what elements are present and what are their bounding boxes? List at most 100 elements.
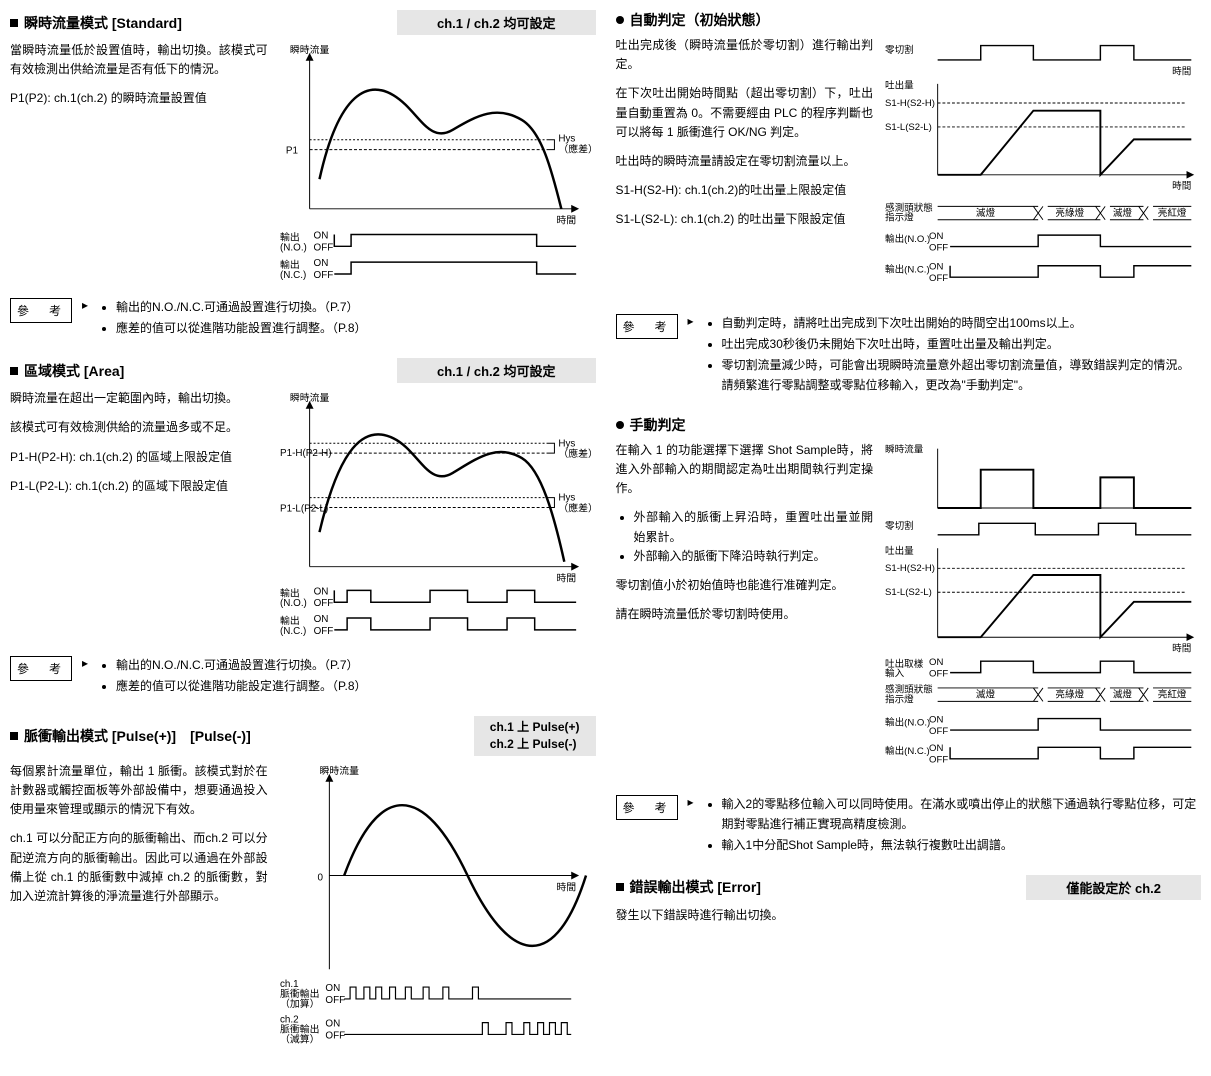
svg-text:(N.C.): (N.C.) bbox=[280, 626, 306, 637]
title-standard: 瞬時流量模式 [Standard] bbox=[24, 13, 182, 33]
note-item: 應差的值可以從進階功能設定進行調整。（P.8） bbox=[116, 677, 595, 696]
diagram-manual: 瞬時流量 零切割 吐出量 S1-H(S2-H) S1-L(S2-L) 時間 bbox=[885, 441, 1201, 786]
svg-text:亮紅燈: 亮紅燈 bbox=[1158, 688, 1187, 700]
svg-text:OFF: OFF bbox=[313, 626, 333, 637]
svg-text:OFF: OFF bbox=[929, 273, 948, 284]
svg-text:OFF: OFF bbox=[929, 726, 948, 737]
title-pulse: 脈衝輸出模式 [Pulse(+)] [Pulse(-)] bbox=[24, 726, 251, 746]
svg-text:輸出(N.O.): 輸出(N.O.) bbox=[885, 233, 930, 245]
p: 吐出時的瞬時流量請設定在零切割流量以上。 bbox=[616, 152, 874, 171]
note-item: 自動判定時，請將吐出完成到下次吐出開始的時間空出100ms以上。 bbox=[722, 314, 1201, 333]
note-item: 零切割流量減少時，可能會出現瞬時流量意外超出零切割流量值，導致錯誤判定的情況。請… bbox=[722, 356, 1201, 394]
svg-text:ON: ON bbox=[313, 258, 328, 269]
note-label: 參 考 bbox=[616, 314, 678, 339]
svg-text:ON: ON bbox=[325, 1018, 340, 1029]
on: ON bbox=[313, 230, 328, 241]
svg-text:0: 0 bbox=[317, 872, 323, 883]
bullet-dot bbox=[616, 16, 624, 24]
diagram-pulse: 瞬時流量 0 時間 ch.1 脈衝輸出 （加算） ONOFF c bbox=[280, 762, 596, 1048]
svg-text:S1-H(S2-H): S1-H(S2-H) bbox=[885, 563, 935, 574]
title-auto: 自動判定（初始狀態） bbox=[630, 10, 770, 30]
svg-text:ON: ON bbox=[313, 586, 328, 597]
tag-standard: ch.1 / ch.2 均可設定 bbox=[397, 10, 595, 35]
svg-text:輸出(N.C.): 輸出(N.C.) bbox=[885, 745, 930, 757]
note-label: 參 考 bbox=[616, 795, 678, 820]
svg-text:ON: ON bbox=[325, 983, 340, 994]
bullet-square bbox=[10, 367, 18, 375]
text-auto: 吐出完成後（瞬時流量低於零切割）進行輸出判定。 在下次吐出開始時間點（超出零切割… bbox=[616, 36, 874, 304]
no-label2: (N.O.) bbox=[280, 242, 307, 253]
p: 在下次吐出開始時間點（超出零切割）下，吐出量自動重置為 0。不需要經由 PLC … bbox=[616, 84, 874, 142]
svg-text:S1-H(S2-H): S1-H(S2-H) bbox=[885, 98, 935, 109]
svg-text:（應差）: （應差） bbox=[558, 502, 596, 515]
p: 吐出完成後（瞬時流量低於零切割）進行輸出判定。 bbox=[616, 36, 874, 74]
diagram-standard: 瞬時流量 時間 P1 Hys （應差） 輸出 (N.O.) bbox=[280, 41, 596, 288]
p: 請在瞬時流量低於零切割時使用。 bbox=[616, 605, 874, 624]
svg-text:S1-L(S2-L): S1-L(S2-L) bbox=[885, 587, 932, 598]
text-manual: 在輸入 1 的功能選擇下選擇 Shot Sample時，將進入外部輸入的期間認定… bbox=[616, 441, 874, 786]
text-area: 瞬時流量在超出一定範圍內時，輸出切換。 該模式可有效檢測供給的流量過多或不足。 … bbox=[10, 389, 268, 646]
svg-text:(N.O.): (N.O.) bbox=[280, 598, 307, 609]
svg-text:ON: ON bbox=[313, 614, 328, 625]
note-item: 輸入1中分配Shot Sample時，無法執行複數吐出調譜。 bbox=[722, 836, 1201, 855]
bullet-square bbox=[10, 19, 18, 27]
bullet-dot bbox=[616, 421, 624, 429]
svg-text:零切割: 零切割 bbox=[885, 520, 914, 532]
svg-text:Hys: Hys bbox=[558, 438, 575, 449]
li: 外部輸入的脈衝上昇沿時，重置吐出量並開始累計。 bbox=[634, 508, 874, 546]
svg-text:時間: 時間 bbox=[1172, 66, 1191, 77]
note-item: 輸入2的零點移位輸入可以同時使用。在滿水或噴出停止的狀態下通過執行零點位移，可定… bbox=[722, 795, 1201, 833]
svg-text:ON: ON bbox=[929, 657, 943, 668]
svg-text:亮綠燈: 亮綠燈 bbox=[1055, 688, 1084, 700]
svg-text:亮綠燈: 亮綠燈 bbox=[1055, 207, 1084, 219]
p: ch.1 可以分配正方向的脈衝輸出、而ch.2 可以分配逆流方向的脈衝輸出。因此… bbox=[10, 829, 268, 906]
bullet-square bbox=[616, 883, 624, 891]
xlabel: 時間 bbox=[556, 215, 576, 227]
bullet-square bbox=[10, 732, 18, 740]
nc-label2: (N.C.) bbox=[280, 270, 306, 281]
diagram-area: 瞬時流量 時間 P1-H(P2-H) Hys （應差） P1-L(P2-L) H… bbox=[280, 389, 596, 646]
tag-line1: ch.1 上 Pulse(+) bbox=[490, 720, 580, 734]
svg-text:ON: ON bbox=[929, 231, 943, 242]
tag-area: ch.1 / ch.2 均可設定 bbox=[397, 358, 595, 383]
svg-text:滅燈: 滅燈 bbox=[1113, 688, 1133, 700]
tag-pulse: ch.1 上 Pulse(+) ch.2 上 Pulse(-) bbox=[474, 716, 596, 756]
title-manual: 手動判定 bbox=[630, 415, 686, 435]
svg-text:輸出(N.O.): 輸出(N.O.) bbox=[885, 716, 930, 728]
svg-text:吐出量: 吐出量 bbox=[885, 80, 914, 92]
p: 每個累計流量單位，輸出 1 脈衝。該模式對於在計數器或觸控面板等外部設備中，想要… bbox=[10, 762, 268, 820]
svg-text:P1-H(P2-H): P1-H(P2-H) bbox=[280, 448, 332, 459]
svg-text:S1-L(S2-L): S1-L(S2-L) bbox=[885, 122, 932, 133]
arrow-icon: ▸ bbox=[688, 795, 694, 809]
note-item: 吐出完成30秒後仍未開始下次吐出時，重置吐出量及輸出判定。 bbox=[722, 335, 1201, 354]
svg-text:瞬時流量: 瞬時流量 bbox=[319, 764, 359, 777]
title-error: 錯誤輸出模式 [Error] bbox=[630, 877, 761, 897]
svg-text:OFF: OFF bbox=[313, 270, 333, 281]
note-list: 輸出的N.O./N.C.可通過設置進行切換。（P.7） 應差的值可以從進階功能設… bbox=[98, 298, 595, 340]
svg-text:指示燈: 指示燈 bbox=[885, 212, 914, 224]
p: P1-L(P2-L): ch.1(ch.2) 的區域下限設定值 bbox=[10, 477, 268, 496]
diagram-auto: 零切割 時間 吐出量 S1-H(S2-H) S1-L(S2-L) 時間 感測頭狀… bbox=[885, 36, 1201, 304]
arrow-icon: ▸ bbox=[82, 298, 88, 312]
svg-text:（減算）: （減算） bbox=[280, 1032, 319, 1045]
note-standard: 參 考 ▸ 輸出的N.O./N.C.可通過設置進行切換。（P.7） 應差的值可以… bbox=[10, 298, 596, 340]
p: 零切割值小於初始值時也能進行准確判定。 bbox=[616, 576, 874, 595]
section-area: 區域模式 [Area] ch.1 / ch.2 均可設定 瞬時流量在超出一定範圍… bbox=[10, 358, 596, 698]
p: 該模式可有效檢測供給的流量過多或不足。 bbox=[10, 418, 268, 437]
arrow-icon: ▸ bbox=[688, 314, 694, 328]
note-area: 參 考 ▸ 輸出的N.O./N.C.可通過設置進行切換。（P.7） 應差的值可以… bbox=[10, 656, 596, 698]
svg-text:輸入: 輸入 bbox=[885, 667, 905, 679]
p: 瞬時流量在超出一定範圍內時，輸出切換。 bbox=[10, 389, 268, 408]
title-area: 區域模式 [Area] bbox=[24, 361, 124, 381]
svg-text:零切割: 零切割 bbox=[885, 44, 914, 56]
svg-text:ON: ON bbox=[929, 743, 943, 754]
arrow-icon: ▸ bbox=[82, 656, 88, 670]
svg-text:滅燈: 滅燈 bbox=[976, 688, 996, 700]
section-auto: 自動判定（初始狀態） 吐出完成後（瞬時流量低於零切割）進行輸出判定。 在下次吐出… bbox=[616, 10, 1202, 397]
hys-label: Hys bbox=[558, 134, 575, 145]
svg-text:（加算）: （加算） bbox=[280, 997, 319, 1010]
svg-text:（應差）: （應差） bbox=[558, 447, 596, 460]
svg-text:指示燈: 指示燈 bbox=[885, 693, 914, 705]
svg-text:ON: ON bbox=[929, 714, 943, 725]
svg-text:瞬時流量: 瞬時流量 bbox=[885, 443, 924, 455]
